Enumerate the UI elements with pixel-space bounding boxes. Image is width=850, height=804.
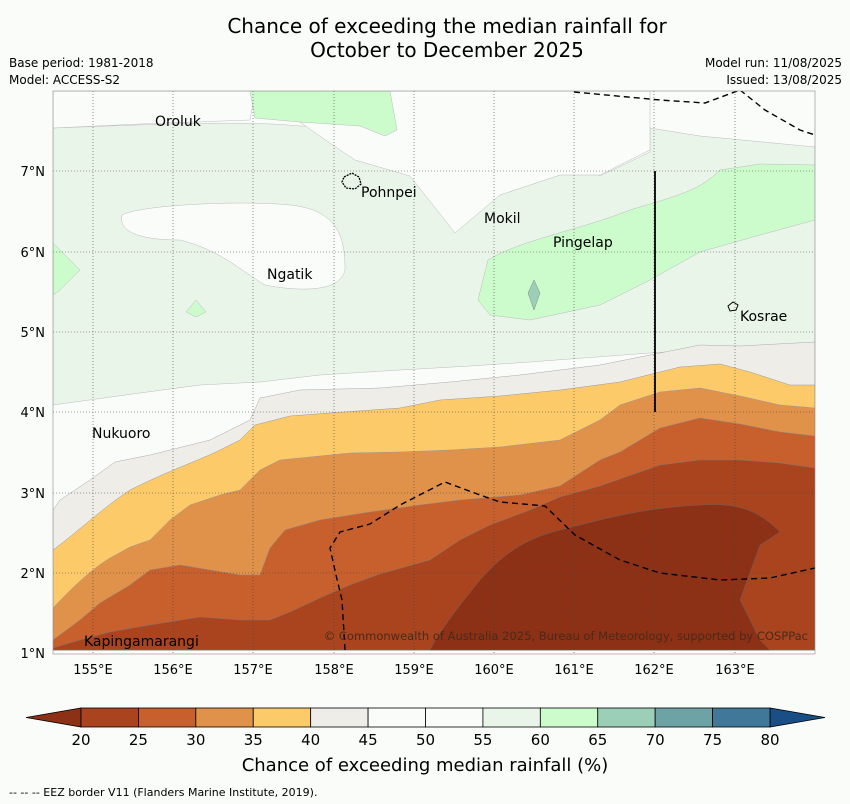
meta-right: Model run: 11/08/2025 Issued: 13/08/2025 (705, 55, 842, 89)
colorbar-over-arrow (769, 707, 826, 728)
colorbar-swatch (367, 707, 426, 728)
issued-date: Issued: 13/08/2025 (726, 73, 842, 87)
lon-label: 157°E (233, 663, 273, 678)
white-patch-north (254, 91, 651, 234)
lat-label: 1°N (21, 647, 46, 662)
colorbar-tick-label: 50 (416, 731, 435, 749)
place-oroluk: Oroluk (155, 114, 202, 130)
colorbar-tick-label: 70 (646, 731, 665, 749)
colorbar-tick-label: 35 (244, 731, 263, 749)
colorbar-swatch (539, 707, 599, 728)
lat-label: 7°N (21, 165, 46, 180)
map-frame (52, 90, 816, 655)
colorbar-tick-label: 65 (588, 731, 607, 749)
colorbar-tick-label: 60 (531, 731, 550, 749)
map-title: Chance of exceeding the median rainfall … (0, 14, 850, 62)
model-name: Model: ACCESS-S2 (9, 73, 121, 87)
colorbar: 20 25 30 35 40 45 50 55 60 65 70 75 80 (25, 707, 826, 749)
colorbar-swatch (310, 707, 369, 728)
colorbar-swatch (138, 707, 197, 728)
colorbar-swatch (482, 707, 541, 728)
colorbar-tick-label: 20 (71, 731, 90, 749)
lat-label: 4°N (21, 406, 46, 421)
title-line-2: October to December 2025 (310, 38, 584, 62)
place-mokil: Mokil (484, 211, 521, 227)
colorbar-tick-label: 25 (129, 731, 148, 749)
lat-label: 3°N (21, 487, 46, 502)
band-60-65-west (53, 242, 81, 296)
colorbar-tick-label: 40 (301, 731, 320, 749)
lon-label: 159°E (394, 663, 434, 678)
place-ngatik: Ngatik (267, 267, 313, 283)
colorbar-under-arrow (25, 707, 82, 728)
place-nukuoro: Nukuoro (92, 426, 150, 442)
eez-border (329, 91, 815, 651)
band-60-65-north (249, 91, 398, 137)
colorbar-tick-label: 75 (703, 731, 722, 749)
colorbar-tick-label: 45 (359, 731, 378, 749)
colorbar-label: Chance of exceeding median rainfall (%) (241, 755, 609, 776)
base-period: Base period: 1981-2018 (9, 56, 154, 70)
place-pingelap: Pingelap (553, 235, 613, 251)
lon-label: 161°E (554, 663, 594, 678)
map-area (53, 91, 815, 654)
colorbar-swatch (195, 707, 254, 728)
lon-label: 163°E (715, 663, 755, 678)
lon-label: 155°E (73, 663, 113, 678)
colorbar-tick-label: 30 (186, 731, 205, 749)
graticule (53, 91, 815, 654)
band-60-65-small (185, 299, 207, 318)
lon-label: 158°E (314, 663, 354, 678)
band-65-70-patch (527, 279, 541, 311)
colorbar-swatch (252, 707, 312, 728)
colorbar-swatch (712, 707, 771, 728)
band-60-65-east (477, 163, 815, 321)
place-kapingamarangi: Kapingamarangi (84, 634, 199, 650)
place-pohnpei: Pohnpei (361, 185, 417, 201)
colorbar-tick-label: 80 (760, 731, 779, 749)
lat-axis-labels: 7°N 6°N 5°N 4°N 3°N 2°N 1°N (21, 165, 46, 662)
lon-axis-labels: 155°E 156°E 157°E 158°E 159°E 160°E 161°… (73, 663, 755, 678)
colorbar-swatch (597, 707, 656, 728)
place-labels: Oroluk Pohnpei Mokil Pingelap Ngatik Kos… (84, 114, 787, 650)
colorbar-swatch (425, 707, 484, 728)
meta-left: Base period: 1981-2018 Model: ACCESS-S2 (9, 55, 154, 89)
band-below-20 (429, 504, 781, 651)
lon-label: 156°E (153, 663, 193, 678)
title-line-1: Chance of exceeding the median rainfall … (227, 14, 667, 38)
kosrae-island-outline (727, 301, 739, 312)
place-kosrae: Kosrae (740, 309, 787, 325)
lon-label: 162°E (634, 663, 674, 678)
colorbar-swatch (80, 707, 139, 728)
lat-label: 5°N (21, 326, 46, 341)
colorbar-tick-label: 55 (473, 731, 492, 749)
lon-label: 160°E (474, 663, 514, 678)
copyright-notice: © Commonwealth of Australia 2025, Bureau… (324, 629, 808, 643)
white-patch-upper-left (53, 91, 256, 129)
eez-footnote: -- -- -- EEZ border V11 (Flanders Marine… (9, 786, 318, 799)
lat-label: 2°N (21, 567, 46, 582)
lat-label: 6°N (21, 246, 46, 261)
model-run: Model run: 11/08/2025 (704, 56, 842, 70)
colorbar-swatch (654, 707, 713, 728)
pohnpei-island-outline (341, 172, 362, 190)
white-patch-ngatik (121, 202, 346, 290)
